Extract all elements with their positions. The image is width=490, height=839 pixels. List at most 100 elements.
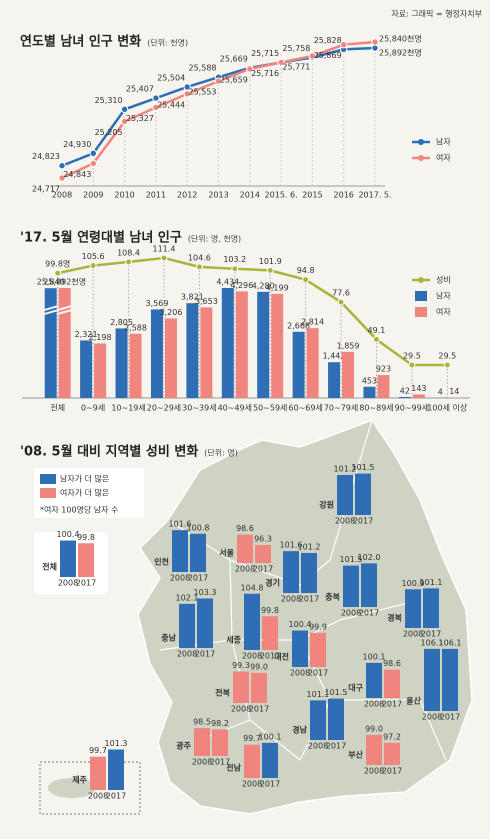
bar: [355, 473, 371, 515]
value-label: 29.5: [403, 352, 421, 361]
year-label: 2017: [308, 669, 328, 678]
value-label: 99.0: [250, 662, 268, 671]
value-label: 4: [438, 387, 443, 396]
region-label: 경기: [265, 578, 280, 588]
value-label: 143: [411, 384, 426, 393]
region-label: 제주: [72, 775, 87, 785]
legend-dot: [418, 155, 424, 161]
value-label: 453: [362, 376, 377, 385]
region-label: 대구: [348, 683, 363, 693]
value-label: 101.2: [298, 542, 321, 551]
bar: [343, 565, 359, 607]
value-label: 2,321: [75, 330, 98, 339]
value-label: 99.7: [89, 746, 107, 755]
legend-label: 남자가 더 많은: [60, 475, 109, 484]
bar: [257, 291, 270, 398]
region-label: 경북: [387, 613, 402, 623]
value-label: 49.1: [368, 326, 386, 335]
bar: [424, 648, 440, 711]
point: [58, 174, 66, 182]
bar: [255, 545, 271, 563]
value-label: 99.8: [77, 533, 95, 542]
value-label: 25,716: [251, 69, 279, 78]
value-label: 25,659: [220, 75, 248, 84]
value-label: 2,668: [287, 321, 310, 330]
x-tick-label: 40~49세: [218, 404, 252, 413]
year-label: 2008: [88, 792, 108, 801]
value-label: 101.1: [420, 578, 443, 587]
x-tick-label: 70~79세: [324, 404, 358, 413]
value-label: 98.6: [236, 524, 254, 533]
value-label: 3,821: [181, 293, 204, 302]
bar: [221, 288, 234, 398]
value-label: 100.1: [259, 732, 282, 741]
x-tick-label: 100세 이상: [427, 403, 468, 413]
value-label: 25,553: [189, 88, 217, 97]
legend-label: 남자: [436, 292, 451, 301]
x-tick-label: 2008: [52, 191, 72, 200]
value-label: 98.5: [193, 718, 211, 727]
bar: [384, 742, 400, 765]
bar: [44, 288, 57, 398]
point: [214, 77, 223, 85]
x-tick-label: 80~89세: [359, 404, 393, 413]
value-label: 103.3: [194, 588, 217, 597]
x-tick-label: 0~9세: [81, 404, 105, 413]
value-label: 4,434: [216, 278, 239, 287]
year-label: 2017: [195, 650, 215, 659]
value-label: 100.1: [363, 652, 386, 661]
bar: [292, 630, 308, 667]
year-label: 2008: [422, 713, 442, 722]
value-label: 99.0: [365, 724, 383, 733]
value-label: 4,280: [252, 281, 275, 290]
region-label: 인천: [154, 557, 169, 567]
value-label: 99.7: [243, 734, 261, 743]
legend-swatch: [415, 307, 427, 317]
bar: [405, 589, 421, 628]
bar: [164, 318, 177, 398]
value-label: 3,653: [195, 297, 218, 306]
bar: [412, 394, 425, 398]
value-label: 101.9: [259, 257, 282, 266]
value-label: 105.6: [82, 252, 105, 261]
value-label: 42: [400, 386, 410, 395]
point: [120, 117, 129, 126]
bar: [251, 672, 267, 703]
chart-title: '17. 5월 연령대별 남녀 인구: [20, 230, 182, 246]
year-label: 2008: [58, 579, 78, 588]
bar: [194, 728, 210, 756]
value-label: 25,407: [126, 85, 154, 94]
region-label: 전남: [226, 763, 241, 773]
legend-label: 여자: [436, 153, 451, 163]
year-label: 2017: [249, 705, 269, 714]
bar: [179, 603, 195, 648]
point: [302, 276, 310, 284]
region-label: 경남: [292, 725, 307, 735]
source: 자료: 그래픽 = 행정자치부: [391, 9, 482, 19]
point: [246, 65, 254, 73]
x-tick-label: 2009: [83, 191, 103, 200]
year-label: 2017: [76, 579, 96, 588]
value-label: 25,588: [189, 64, 217, 73]
year-label: 2008: [242, 780, 262, 789]
year-label: 2017: [353, 517, 373, 526]
point: [89, 149, 98, 158]
year-label: 2008: [192, 758, 212, 767]
bar: [342, 351, 355, 398]
year-label: 2008: [335, 517, 355, 526]
value-label: 99.9: [309, 622, 327, 631]
chart-title: 연도별 남녀 인구 변화: [20, 34, 141, 50]
point: [89, 159, 98, 168]
point: [183, 83, 191, 91]
year-label: 2008: [235, 565, 255, 574]
value-label: 108.4: [117, 248, 140, 257]
bar: [337, 474, 353, 515]
bar: [442, 648, 458, 711]
bar: [186, 303, 199, 398]
bar: [197, 598, 213, 648]
value-label: 77.6: [332, 289, 350, 298]
axis-break: [57, 305, 72, 315]
year-label: 2017: [253, 565, 273, 574]
bar: [233, 671, 249, 703]
